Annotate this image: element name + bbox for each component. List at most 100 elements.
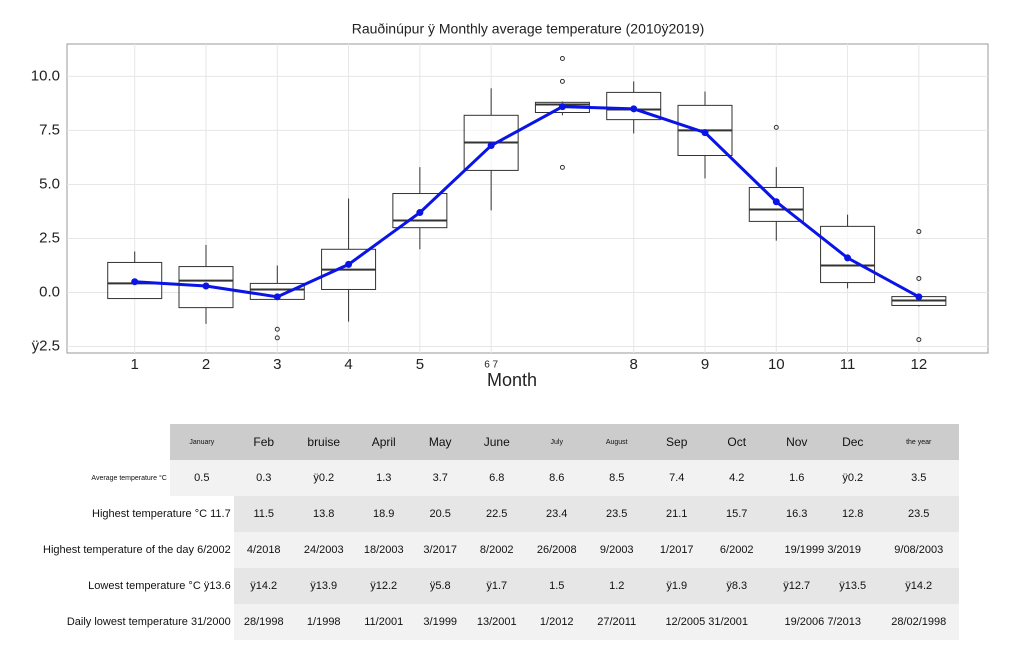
- table-cell: 23.5: [878, 496, 959, 532]
- table-cell: 12.8: [826, 496, 879, 532]
- table-cell: 7.4: [646, 460, 707, 496]
- x-tick-label: 3: [273, 356, 281, 373]
- table-cell: 1.6: [766, 460, 827, 496]
- table-cell: 22.5: [466, 496, 527, 532]
- x-tick-label: 11: [840, 356, 856, 373]
- x-tick-label: 4: [344, 356, 352, 373]
- chart: Rauðinúpur ÿ Monthly average temperature…: [31, 21, 989, 390]
- table-cell: 18/2003: [353, 532, 414, 568]
- mean-point: [273, 293, 281, 301]
- table-cell: 8.5: [586, 460, 647, 496]
- table-cell: 24/2003: [293, 532, 354, 568]
- table-cell: Oct: [706, 424, 767, 460]
- outlier: [274, 326, 280, 332]
- table-row: Average temperature °C 0.5 0.3 ÿ0.2 1.3 3.7 6.…: [40, 460, 959, 496]
- mean-point: [630, 105, 638, 113]
- table-cell: 0.5: [169, 460, 234, 496]
- table-cell: 3.7: [413, 460, 467, 496]
- mean-point: [915, 293, 923, 301]
- y-tick-label: 7.5: [39, 121, 60, 138]
- y-tick-label: 0.0: [39, 283, 60, 300]
- x-tick-label: 8: [630, 356, 638, 373]
- table-cell: 11.5: [233, 496, 294, 532]
- table-cell: ÿ12.7: [766, 568, 827, 604]
- outlier: [916, 337, 922, 343]
- table-cell: April: [353, 424, 414, 460]
- outlier: [559, 164, 565, 170]
- mean-point: [131, 278, 139, 286]
- table-cell: 6/2002: [706, 532, 767, 568]
- x-tick-label: 12: [911, 356, 928, 373]
- table-cell: 13/2001: [466, 604, 527, 640]
- table-cell: January: [169, 424, 234, 460]
- table-row: Highest temperature °C 11.7 11.5 13.8 18.9 2…: [40, 496, 959, 532]
- table-cell: the year: [878, 424, 959, 460]
- outlier: [916, 229, 922, 235]
- x-tick-label: 6 7: [484, 360, 498, 371]
- table-cell: Dec: [826, 424, 879, 460]
- table-cell: ÿ14.2: [233, 568, 294, 604]
- table-cell: 12/2005 31/2001: [646, 604, 767, 640]
- table-cell: 19/1999 3/2019: [766, 532, 879, 568]
- table-cell: June: [466, 424, 527, 460]
- table-cell: 1/2017: [646, 532, 707, 568]
- table-cell: 13.8: [293, 496, 354, 532]
- summary-table: January Feb bruise April May June July August Se…: [40, 424, 959, 640]
- table-cell: ÿ0.2: [293, 460, 354, 496]
- table-cell: May: [413, 424, 467, 460]
- blank-cell: [40, 424, 170, 460]
- y-tick-label: 5.0: [39, 175, 60, 192]
- table-cell: 28/1998: [233, 604, 294, 640]
- table-cell: ÿ0.2: [826, 460, 879, 496]
- table-cell: 9/08/2003: [878, 532, 959, 568]
- table-cell: 21.1: [646, 496, 707, 532]
- table-cell: 1/2012: [526, 604, 587, 640]
- table-cell: Daily lowest temperature 31/2000: [40, 604, 234, 640]
- table-cell: July: [526, 424, 587, 460]
- table-row: Lowest temperature °C ÿ13.6 ÿ14.2 ÿ13.9 ÿ12…: [40, 568, 959, 604]
- table-cell: ÿ12.2: [353, 568, 414, 604]
- mean-point: [416, 209, 424, 217]
- table-cell: 15.7: [706, 496, 767, 532]
- table-cell: 23.5: [586, 496, 647, 532]
- table-cell: 11/2001: [353, 604, 414, 640]
- mean-point: [701, 129, 709, 137]
- table-cell: Nov: [766, 424, 827, 460]
- chart-title: Rauðinúpur ÿ Monthly average temperature…: [352, 21, 705, 37]
- table-cell: ÿ1.9: [646, 568, 707, 604]
- table-cell: 1.3: [353, 460, 414, 496]
- table-cell: 3/1999: [413, 604, 467, 640]
- table-cell: 4.2: [706, 460, 767, 496]
- table-row: Daily lowest temperature 31/2000 28/1998 1…: [40, 604, 959, 640]
- table-cell: ÿ13.5: [826, 568, 879, 604]
- x-tick-label: 1: [131, 356, 139, 373]
- outlier: [773, 124, 779, 130]
- mean-point: [202, 282, 210, 290]
- mean-point: [487, 142, 495, 150]
- table-cell: Lowest temperature °C ÿ13.6: [40, 568, 234, 604]
- table-cell: 26/2008: [526, 532, 587, 568]
- table-row: Highest temperature of the day 6/2002 4/2…: [40, 532, 959, 568]
- mean-point: [844, 254, 852, 262]
- table-cell: 1.5: [526, 568, 587, 604]
- y-tick-label: 10.0: [31, 67, 60, 84]
- table-cell: 20.5: [413, 496, 467, 532]
- table-cell: 9/2003: [586, 532, 647, 568]
- y-tick-label: ÿ2.5: [32, 337, 60, 354]
- table-cell: 3/2017: [413, 532, 467, 568]
- table-cell: Highest temperature °C 11.7: [40, 496, 234, 532]
- outlier: [559, 78, 565, 84]
- table-cell: 16.3: [766, 496, 827, 532]
- outlier: [559, 55, 565, 61]
- mean-point: [558, 103, 566, 111]
- table-cell: 1.2: [586, 568, 647, 604]
- table-cell: 28/02/1998: [878, 604, 959, 640]
- x-tick-label: 10: [768, 356, 785, 373]
- table-cell: 4/2018: [233, 532, 294, 568]
- mean-point: [772, 198, 780, 206]
- table-cell: 6.8: [466, 460, 527, 496]
- mean-point: [345, 260, 353, 268]
- table-cell: ÿ8.3: [706, 568, 767, 604]
- table-cell: ÿ5.8: [413, 568, 467, 604]
